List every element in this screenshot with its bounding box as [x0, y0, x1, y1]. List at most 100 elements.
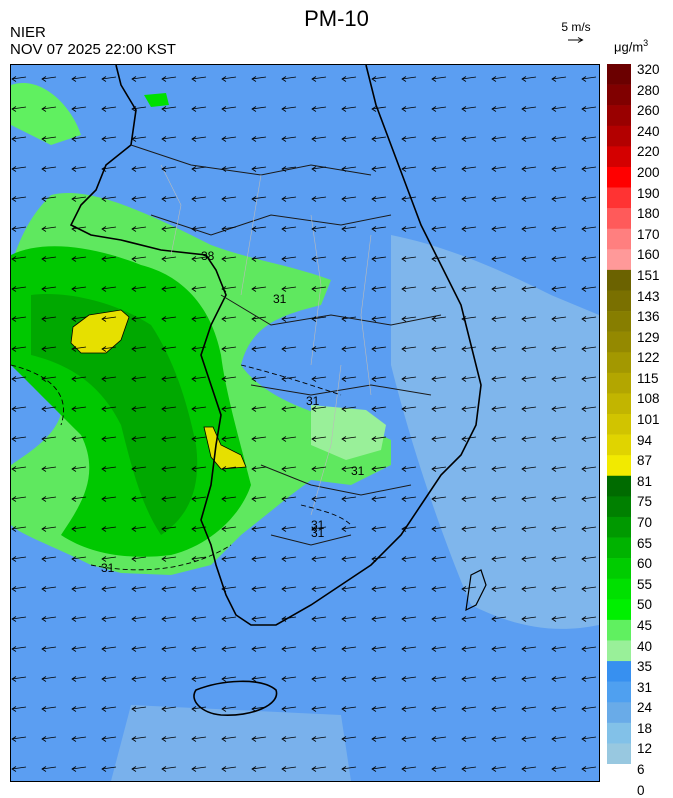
wind-arrow [191, 196, 207, 200]
wind-arrowhead [551, 196, 557, 202]
wind-arrow [371, 166, 387, 170]
wind-arrow [161, 736, 177, 740]
wind-arrow [41, 616, 57, 620]
wind-arrowhead [431, 436, 437, 442]
contour-label: 31 [273, 292, 287, 306]
wind-arrow [221, 706, 237, 710]
wind-arrowhead [551, 586, 557, 592]
wind-arrow [341, 196, 357, 200]
wind-arrow [251, 166, 267, 170]
wind-arrowhead [101, 556, 107, 562]
wind-arrowhead [11, 766, 17, 772]
wind-arrowhead [131, 556, 137, 562]
wind-arrowhead [191, 436, 197, 442]
wind-arrow [41, 766, 57, 770]
geoje-island [465, 569, 487, 612]
colorbar-swatch [607, 84, 631, 106]
wind-arrowhead [401, 256, 407, 262]
wind-arrowhead [491, 196, 497, 202]
wind-arrow [191, 316, 207, 320]
wind-arrowhead [491, 646, 497, 652]
wind-arrowhead [521, 196, 527, 202]
wind-arrowhead [41, 586, 47, 592]
wind-arrow [101, 436, 117, 440]
wind-arrowhead [221, 136, 227, 142]
coastline [69, 65, 482, 626]
wind-arrowhead [521, 466, 527, 472]
wind-arrow [281, 316, 297, 320]
wind-arrowhead [221, 676, 227, 682]
wind-arrowhead [551, 766, 557, 772]
wind-arrowhead [551, 556, 557, 562]
wind-arrow [101, 466, 117, 470]
wind-arrow [161, 766, 177, 770]
wind-arrow [341, 346, 357, 350]
wind-arrowhead [191, 676, 197, 682]
wind-arrow [461, 526, 477, 530]
wind-arrowhead [131, 436, 137, 442]
wind-arrowhead [371, 496, 377, 502]
wind-arrow [131, 286, 147, 290]
wind-arrow [71, 226, 87, 230]
wind-arrowhead [401, 586, 407, 592]
wind-arrow [251, 736, 267, 740]
wind-arrow [341, 406, 357, 410]
wind-arrow [311, 196, 327, 200]
wind-arrow [461, 286, 477, 290]
wind-arrow [341, 766, 357, 770]
wind-arrowhead [191, 286, 197, 292]
wind-arrowhead [281, 646, 287, 652]
wind-arrowhead [401, 76, 407, 82]
wind-arrowhead [311, 586, 317, 592]
wind-arrow [521, 526, 537, 530]
wind-arrow [371, 196, 387, 200]
wind-arrow [461, 466, 477, 470]
wind-arrow [521, 346, 537, 350]
wind-arrow [341, 106, 357, 110]
wind-arrow [251, 706, 267, 710]
wind-arrowhead [161, 166, 167, 172]
wind-arrowhead [581, 646, 587, 652]
wind-arrow [401, 496, 417, 500]
wind-arrowhead [431, 376, 437, 382]
wind-arrow [161, 76, 177, 80]
wind-arrow [491, 646, 507, 650]
wind-arrow [161, 526, 177, 530]
wind-arrow [521, 316, 537, 320]
wind-arrowhead [191, 526, 197, 532]
wind-arrow [131, 256, 147, 260]
wind-arrow [41, 556, 57, 560]
wind-arrowhead [341, 556, 347, 562]
wind-arrowhead [341, 766, 347, 772]
wind-arrow [311, 676, 327, 680]
wind-arrowhead [281, 226, 287, 232]
wind-arrow [551, 406, 567, 410]
wind-arrow [281, 376, 297, 380]
colorbar-swatch [607, 619, 631, 641]
wind-arrow [581, 196, 597, 200]
wind-arrowhead [371, 676, 377, 682]
wind-arrow [251, 76, 267, 80]
wind-arrow [101, 256, 117, 260]
wind-arrowhead [281, 136, 287, 142]
wind-arrowhead [461, 106, 467, 112]
wind-arrowhead [581, 436, 587, 442]
wind-arrowhead [221, 316, 227, 322]
wind-arrow [431, 256, 447, 260]
wind-arrowhead [311, 76, 317, 82]
wind-arrowhead [581, 346, 587, 352]
wind-arrowhead [281, 496, 287, 502]
wind-arrow [581, 136, 597, 140]
wind-arrowhead [161, 376, 167, 382]
wind-arrow [101, 586, 117, 590]
wind-arrow [41, 196, 57, 200]
colorbar-tick-label: 45 [637, 617, 653, 633]
wind-arrowhead [281, 766, 287, 772]
wind-arrowhead [401, 226, 407, 232]
wind-arrow [101, 196, 117, 200]
wind-arrow [251, 436, 267, 440]
colorbar-swatch [607, 558, 631, 580]
wind-arrowhead [581, 706, 587, 712]
wind-arrow [191, 706, 207, 710]
wind-arrow [161, 316, 177, 320]
